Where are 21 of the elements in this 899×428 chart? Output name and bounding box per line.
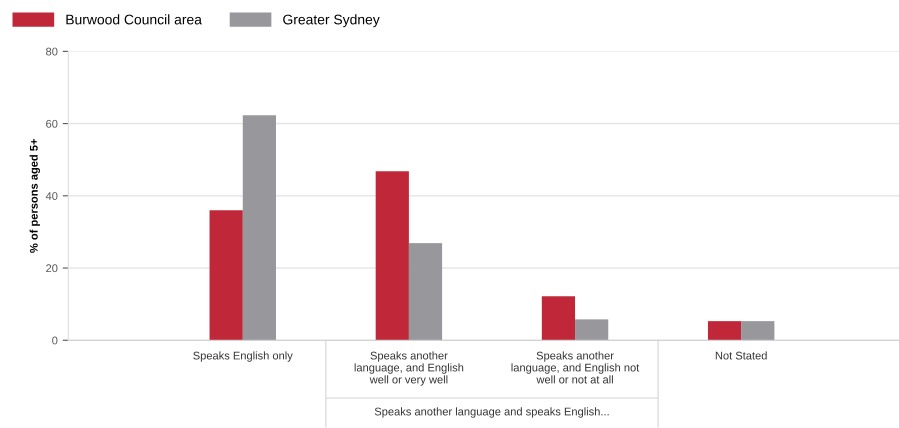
bar (741, 321, 774, 340)
bar (210, 210, 243, 340)
bar (408, 243, 442, 340)
x-tick-label: Not Stated (716, 351, 767, 360)
bar (376, 171, 409, 340)
bar (242, 115, 276, 340)
x-tick-label: Speaks another language, and English well or very well (354, 351, 464, 386)
x-tick-label: Speaks English only (193, 351, 293, 362)
y-tick-label: 20 (46, 264, 58, 272)
legend-label: Burwood Council area (66, 14, 202, 24)
legend-label: Greater Sydney (283, 14, 380, 28)
y-axis-title: % of persons aged 5+ (30, 138, 40, 253)
y-tick-label: 40 (46, 192, 58, 200)
y-tick-label: 0 (52, 336, 58, 344)
bar (708, 321, 742, 340)
bar (575, 319, 608, 340)
y-tick-label: 60 (46, 120, 58, 128)
text: Speaks another language and speaks English... (374, 407, 609, 418)
y-tick-label: 80 (46, 48, 58, 56)
bar (542, 296, 576, 340)
x-tick-label: Speaks another language, and English not well or not at all (512, 351, 640, 384)
